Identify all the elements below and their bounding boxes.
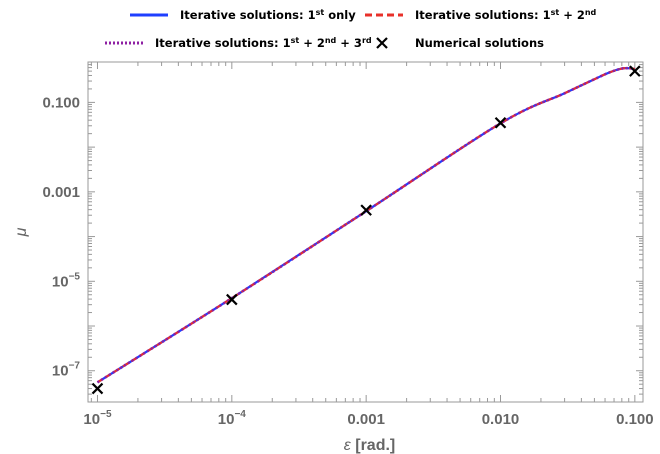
numerical-point xyxy=(360,204,372,216)
marker-stroke xyxy=(226,293,238,306)
x-tick-label: 0.001 xyxy=(347,411,385,428)
y-tick-label: 0.001 xyxy=(42,184,80,201)
plot-frame xyxy=(87,61,644,403)
x-axis-title: ε [rad.] xyxy=(344,437,395,454)
y-tick-label: 10−5 xyxy=(52,271,81,290)
legend-entry: Iterative solutions: 1st only xyxy=(130,8,356,22)
x-tick-label: 0.100 xyxy=(616,411,654,428)
legend-entry: Iterative solutions: 1st + 2nd + 3rd xyxy=(105,36,372,50)
marker-stroke xyxy=(360,204,372,216)
marker-stroke xyxy=(91,382,104,395)
numerical-point xyxy=(91,382,104,395)
marker-stroke xyxy=(376,37,388,49)
tick-labels: 10−5 10−4 0.001 0.010 0.100 10−7 10−5 0.001 0.10… xyxy=(42,94,653,428)
series-line-1 xyxy=(96,67,635,384)
series-layer xyxy=(91,65,641,395)
legend-label: Iterative solutions: 1st + 2nd xyxy=(415,8,597,22)
x-tick-label: 0.010 xyxy=(482,411,520,428)
marker-stroke xyxy=(629,65,641,77)
series-numerical-solutions xyxy=(91,65,641,395)
axis-ticks xyxy=(88,61,643,403)
legend-label: Numerical solutions xyxy=(415,36,544,50)
legend-label: Iterative solutions: 1st only xyxy=(180,8,356,22)
series-line-2 xyxy=(96,67,635,384)
y-tick-label: 10−7 xyxy=(52,361,81,380)
numerical-point xyxy=(629,65,641,77)
legend-entry: Numerical solutions xyxy=(376,36,544,50)
y-axis-title: μ xyxy=(13,227,30,237)
numerical-point xyxy=(226,293,238,306)
y-tick-label: 0.100 xyxy=(42,94,80,111)
legend-swatch xyxy=(376,37,388,49)
axis-titles: ε [rad.] μ xyxy=(13,227,395,454)
series-line-3 xyxy=(96,66,636,384)
x-tick-label: 10−5 xyxy=(83,409,112,428)
x-tick-label: 10−4 xyxy=(218,409,247,428)
marker-stroke xyxy=(494,117,507,129)
numerical-point xyxy=(494,117,507,129)
legend-label: Iterative solutions: 1st + 2nd + 3rd xyxy=(155,36,372,50)
legend-entry: Iterative solutions: 1st + 2nd xyxy=(365,8,597,22)
legend: Iterative solutions: 1st only Iterative s… xyxy=(105,8,597,50)
